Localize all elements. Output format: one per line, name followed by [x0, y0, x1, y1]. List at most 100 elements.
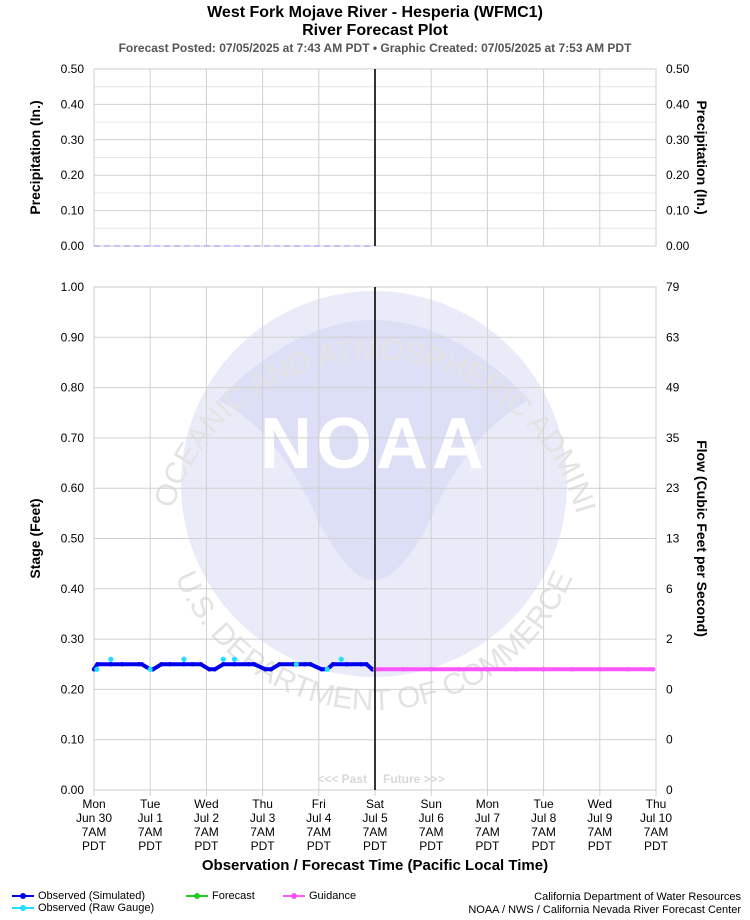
- series-point-observed-simulated: [190, 662, 195, 667]
- legend-label: Observed (Simulated): [38, 890, 145, 902]
- y-tick-label: 0.30: [61, 133, 85, 147]
- legend-swatch: [186, 892, 208, 900]
- x-tick-label: 7AM: [82, 825, 107, 839]
- x-tick-label: PDT: [475, 839, 500, 853]
- legend-swatch: [12, 892, 34, 900]
- series-point-observed-simulated: [344, 662, 350, 667]
- series-point-observed-simulated: [302, 662, 307, 667]
- y-axis-title-right: Flow (Cubic Feet per Second): [694, 440, 710, 637]
- x-tick-label: Thu: [646, 797, 667, 811]
- x-tick-label: Jul 4: [306, 811, 332, 825]
- y-tick-label: 0.50: [61, 532, 85, 546]
- y-right-tick-label: 0: [666, 783, 673, 797]
- x-tick-label: 7AM: [419, 825, 444, 839]
- y-right-tick-label: 63: [666, 330, 680, 344]
- series-point-observed-raw-gauge: [220, 656, 226, 662]
- credit-line-noaa: NOAA / NWS / California Nevada River For…: [468, 904, 741, 916]
- x-tick-label: Sun: [421, 797, 442, 811]
- chart-posted-info: Forecast Posted: 07/05/2025 at 7:43 AM P…: [118, 41, 632, 55]
- series-point-observed-simulated: [319, 667, 324, 672]
- y-right-tick-label: 23: [666, 481, 680, 495]
- x-tick-label: PDT: [644, 839, 669, 853]
- series-point-guidance: [457, 667, 462, 672]
- y-right-tick-label: 0.30: [666, 133, 690, 147]
- legend-item-forecast: Forecast: [186, 890, 255, 903]
- series-point-observed-simulated: [277, 662, 282, 667]
- x-tick-label: PDT: [251, 839, 276, 853]
- series-point-guidance: [429, 667, 434, 672]
- watermark-logo-text: NOAA: [260, 404, 488, 484]
- x-tick-label: 7AM: [531, 825, 556, 839]
- series-point-observed-raw-gauge: [231, 656, 238, 662]
- y-tick-label: 0.70: [61, 431, 85, 445]
- chart-subtitle-title: River Forecast Plot: [302, 22, 448, 39]
- x-tick-label: Fri: [312, 797, 326, 811]
- y-right-tick-label: 0: [666, 682, 673, 696]
- y-tick-label: 0.40: [61, 97, 85, 111]
- x-tick-label: Jul 3: [250, 811, 276, 825]
- y-tick-label: 1.00: [61, 280, 85, 294]
- series-point-observed-raw-gauge: [324, 666, 330, 672]
- series-point-guidance: [485, 667, 490, 672]
- x-tick-label: PDT: [307, 839, 332, 853]
- x-tick-label: PDT: [363, 839, 388, 853]
- y-tick-label: 0.20: [61, 168, 85, 182]
- series-point-observed-simulated: [246, 662, 251, 667]
- x-tick-label: Wed: [194, 797, 218, 811]
- series-point-guidance: [513, 667, 518, 672]
- legend-item-observed-raw-gauge: Observed (Raw Gauge): [12, 902, 154, 915]
- y-tick-label: 0.20: [61, 682, 85, 696]
- series-point-observed-simulated: [108, 662, 114, 667]
- x-tick-label: 7AM: [475, 825, 500, 839]
- series-point-observed-raw-gauge: [293, 661, 299, 667]
- series-point-observed-simulated: [181, 662, 187, 667]
- x-tick-label: Jul 8: [531, 811, 557, 825]
- series-point-observed-simulated: [308, 662, 313, 667]
- series-point-observed-simulated: [251, 662, 257, 667]
- x-tick-label: Jul 5: [362, 811, 388, 825]
- x-tick-label: 7AM: [306, 825, 331, 839]
- series-point-observed-simulated: [268, 667, 274, 672]
- y-right-tick-label: 0.20: [666, 168, 690, 182]
- y-right-tick-label: 0.10: [666, 204, 690, 218]
- x-tick-label: PDT: [82, 839, 107, 853]
- x-tick-label: 7AM: [250, 825, 275, 839]
- x-tick-label: 7AM: [138, 825, 163, 839]
- x-tick-label: Jul 2: [194, 811, 220, 825]
- legend-label: Guidance: [309, 890, 357, 902]
- series-point-guidance: [541, 667, 546, 672]
- series-point-observed-simulated: [221, 662, 226, 667]
- legend-swatch: [283, 892, 305, 900]
- series-point-observed-raw-gauge: [181, 656, 187, 662]
- y-tick-label: 0.60: [61, 481, 85, 495]
- series-point-guidance: [597, 667, 602, 672]
- series-point-observed-simulated: [330, 662, 336, 667]
- y-axis-title-left: Precipitation (In.): [27, 100, 43, 214]
- y-right-tick-label: 0: [666, 733, 673, 747]
- series-point-observed-simulated: [167, 662, 173, 667]
- x-tick-label: Jul 10: [640, 811, 672, 825]
- chart-title: West Fork Mojave River - Hesperia (WFMC1…: [207, 4, 543, 21]
- legend-swatch: [12, 904, 34, 912]
- y-tick-label: 0.50: [61, 62, 85, 76]
- legend-label: Forecast: [212, 890, 255, 902]
- x-axis-title: Observation / Forecast Time (Pacific Loc…: [202, 857, 548, 874]
- series-point-observed-simulated: [263, 667, 268, 672]
- noaa-watermark: NOAANATIONAL OCEANIC AND ATMOSPHERIC ADM…: [0, 0, 602, 717]
- legend-item-observed-simulated: Observed (Simulated): [12, 890, 145, 903]
- x-tick-label: Mon: [476, 797, 499, 811]
- y-right-tick-label: 0.00: [666, 239, 690, 253]
- credit-line-dwr: California Department of Water Resources: [534, 891, 741, 903]
- y-tick-label: 0.00: [61, 783, 85, 797]
- series-point-observed-raw-gauge: [147, 666, 153, 672]
- series-point-observed-simulated: [139, 662, 144, 667]
- x-tick-label: Wed: [588, 797, 612, 811]
- x-tick-label: Jul 1: [138, 811, 164, 825]
- x-tick-label: Mon: [82, 797, 105, 811]
- y-right-tick-label: 0.40: [666, 97, 690, 111]
- x-tick-label: Tue: [533, 797, 554, 811]
- x-tick-label: Jul 6: [419, 811, 445, 825]
- y-tick-label: 0.40: [61, 582, 85, 596]
- x-tick-label: Jul 9: [587, 811, 613, 825]
- y-tick-label: 0.10: [61, 204, 85, 218]
